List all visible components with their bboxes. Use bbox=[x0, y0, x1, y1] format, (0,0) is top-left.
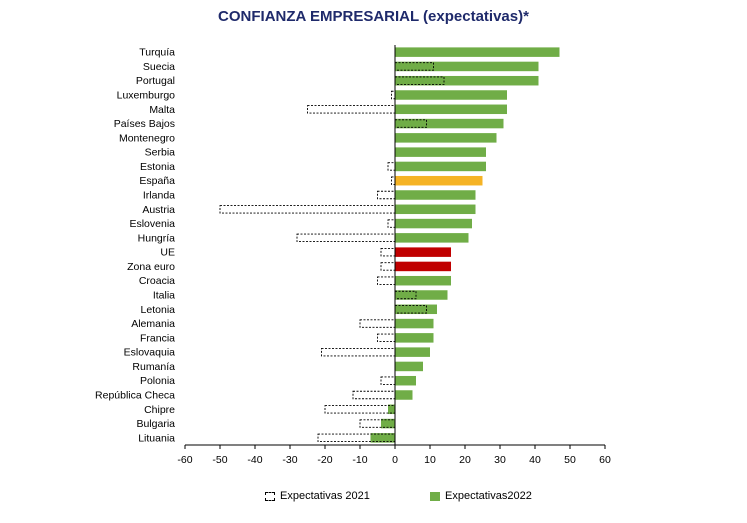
category-label-francia: Francia bbox=[140, 332, 175, 344]
bar-2022-suecia bbox=[395, 61, 539, 72]
x-tick-label: -50 bbox=[212, 454, 227, 466]
category-label-luxemburgo: Luxemburgo bbox=[117, 90, 176, 102]
category-label-eslovenia: Eslovenia bbox=[129, 218, 175, 230]
bar-2021-alemania bbox=[359, 319, 396, 328]
x-tick-label: -10 bbox=[352, 454, 367, 466]
bar-2021-irlanda bbox=[377, 190, 396, 200]
category-label-paises-bajos: Países Bajos bbox=[114, 118, 175, 130]
bar-2022-eslovenia bbox=[395, 218, 472, 229]
bar-2022-rumania bbox=[395, 361, 423, 372]
bar-2021-malta bbox=[307, 105, 396, 114]
legend-item-2021: Expectativas 2021 bbox=[265, 490, 370, 502]
x-tick-label: -30 bbox=[282, 454, 297, 466]
bar-2022-turquia bbox=[395, 47, 560, 57]
bar-2022-lituania bbox=[370, 433, 395, 443]
category-label-republica-checa: República Checa bbox=[95, 390, 175, 402]
bar-2022-zona-euro bbox=[395, 261, 451, 272]
bar-2022-estonia bbox=[395, 161, 486, 172]
bar-2022-italia bbox=[395, 290, 448, 300]
bar-2022-croacia bbox=[395, 275, 451, 286]
bar-2021-luxemburgo bbox=[391, 90, 396, 100]
legend-label-2022: Expectativas2022 bbox=[445, 490, 532, 502]
category-label-lituania: Lituania bbox=[138, 432, 175, 444]
category-label-estonia: Estonia bbox=[140, 161, 175, 173]
category-label-letonia: Letonia bbox=[141, 304, 176, 316]
bar-2022-luxemburgo bbox=[395, 90, 507, 100]
bar-2022-portugal bbox=[395, 75, 539, 86]
category-label-croacia: Croacia bbox=[139, 275, 175, 287]
bar-2021-ue bbox=[380, 247, 396, 257]
bar-2021-espana bbox=[391, 176, 396, 185]
bar-2022-serbia bbox=[395, 147, 486, 157]
category-label-ue: UE bbox=[160, 247, 175, 259]
bar-2021-republica-checa bbox=[352, 390, 396, 400]
category-label-espana: España bbox=[139, 175, 175, 187]
legend-label-2021: Expectativas 2021 bbox=[280, 490, 370, 502]
category-label-bulgaria: Bulgaria bbox=[136, 418, 175, 430]
x-tick-label: 60 bbox=[599, 454, 611, 466]
bar-2022-bulgaria bbox=[381, 418, 395, 429]
bar-2022-polonia bbox=[395, 375, 416, 386]
bar-2022-eslovaquia bbox=[395, 347, 430, 357]
x-tick-label: 50 bbox=[564, 454, 576, 466]
bar-2021-eslovaquia bbox=[321, 347, 396, 357]
category-label-chipre: Chipre bbox=[144, 404, 175, 416]
bar-2022-letonia bbox=[395, 304, 437, 315]
category-label-irlanda: Irlanda bbox=[143, 190, 175, 202]
bar-2021-austria bbox=[219, 205, 396, 214]
bar-2021-polonia bbox=[380, 376, 396, 385]
x-tick-label: 0 bbox=[392, 454, 398, 466]
chart-title: CONFIANZA EMPRESARIAL (expectativas)* bbox=[218, 8, 529, 25]
bar-2021-eslovenia bbox=[387, 219, 396, 228]
bar-2022-hungria bbox=[395, 233, 469, 243]
bar-2022-ue bbox=[395, 247, 451, 257]
bar-2022-alemania bbox=[395, 318, 434, 329]
category-label-eslovaquia: Eslovaquia bbox=[124, 347, 176, 359]
bar-2022-chipre bbox=[388, 404, 395, 415]
bar-2021-zona-euro bbox=[380, 262, 396, 271]
x-tick-label: -20 bbox=[317, 454, 332, 466]
bar-2022-austria bbox=[395, 204, 476, 215]
category-label-serbia: Serbia bbox=[145, 147, 176, 159]
category-label-hungria: Hungría bbox=[138, 232, 176, 244]
bar-2022-francia bbox=[395, 333, 434, 343]
category-label-alemania: Alemania bbox=[131, 318, 175, 330]
x-tick-label: -60 bbox=[177, 454, 192, 466]
category-label-montenegro: Montenegro bbox=[119, 132, 175, 144]
category-label-rumania: Rumanía bbox=[132, 361, 175, 373]
bar-2022-irlanda bbox=[395, 190, 476, 200]
category-label-suecia: Suecia bbox=[143, 61, 175, 73]
x-tick-label: 20 bbox=[459, 454, 471, 466]
bar-2021-estonia bbox=[387, 162, 396, 171]
category-label-italia: Italia bbox=[153, 290, 175, 302]
x-tick-label: 40 bbox=[529, 454, 541, 466]
bar-2021-hungria bbox=[296, 233, 396, 243]
category-label-polonia: Polonia bbox=[140, 375, 175, 387]
bar-2021-croacia bbox=[377, 276, 396, 285]
x-tick-label: 30 bbox=[494, 454, 506, 466]
category-label-portugal: Portugal bbox=[136, 75, 175, 87]
category-label-zona-euro: Zona euro bbox=[127, 261, 175, 273]
category-label-turquia: Turquía bbox=[139, 47, 175, 59]
legend-swatch-2022 bbox=[430, 491, 440, 501]
legend-swatch-2021 bbox=[265, 491, 275, 501]
x-tick-label: -40 bbox=[247, 454, 262, 466]
category-label-austria: Austria bbox=[142, 204, 175, 216]
bar-2022-paises-bajos bbox=[395, 118, 504, 129]
bar-2022-montenegro bbox=[395, 133, 497, 143]
bar-2021-francia bbox=[377, 333, 396, 343]
bar-2022-espana bbox=[395, 175, 483, 186]
x-tick-label: 10 bbox=[424, 454, 436, 466]
bar-2022-malta bbox=[395, 104, 507, 115]
legend-item-2022: Expectativas2022 bbox=[430, 490, 532, 502]
bar-2022-republica-checa bbox=[395, 390, 413, 400]
category-label-malta: Malta bbox=[149, 104, 175, 116]
bar-2021-chipre bbox=[324, 405, 396, 414]
